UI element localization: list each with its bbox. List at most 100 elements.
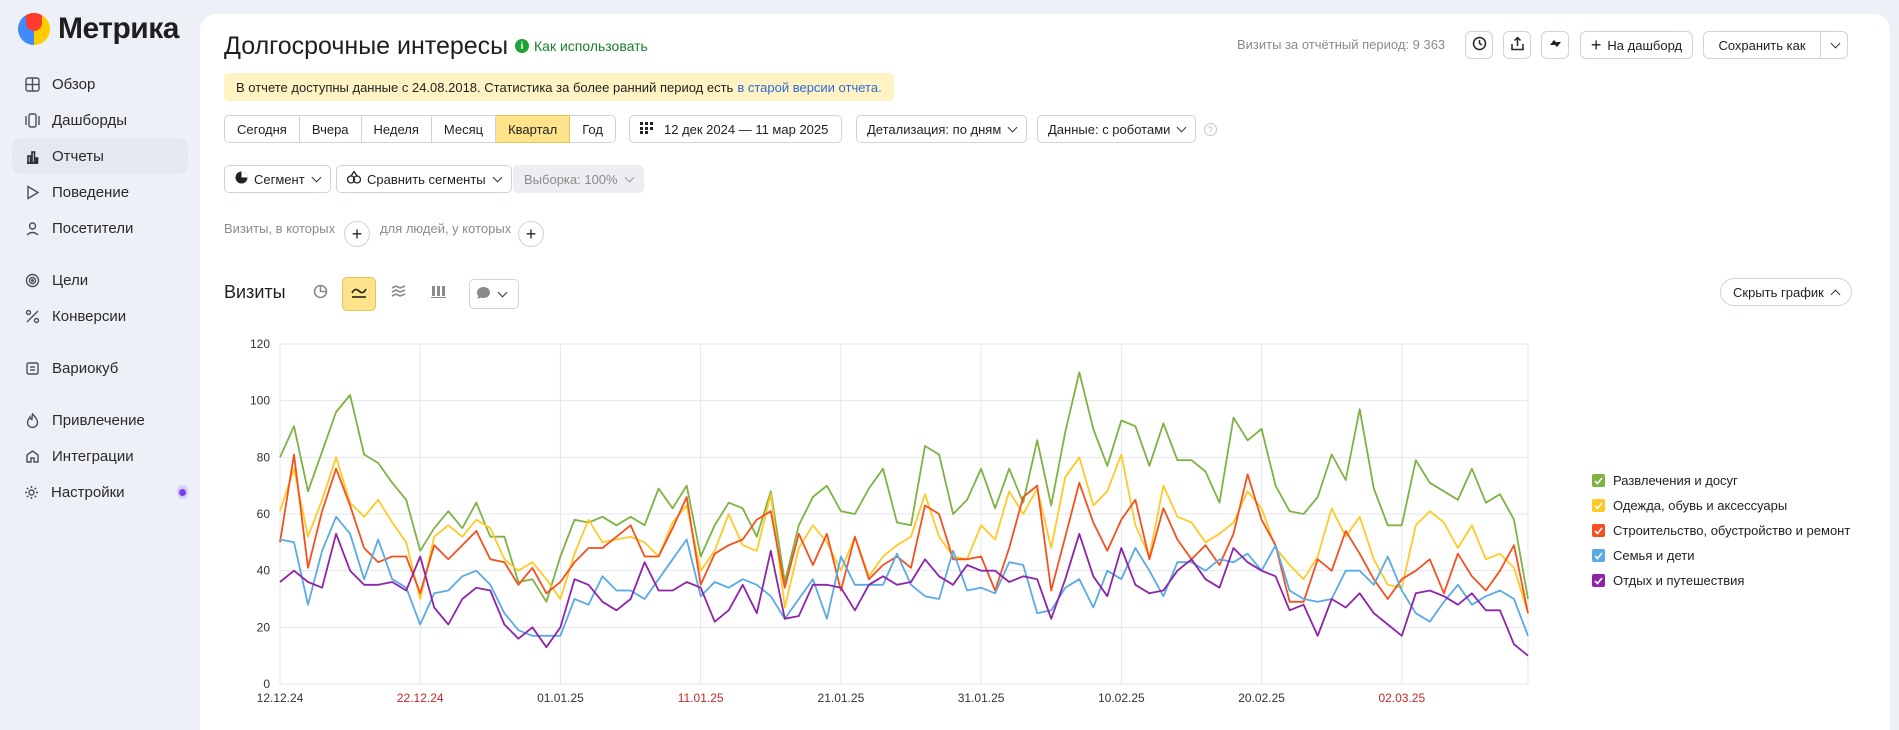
legend-label: Одежда, обувь и аксессуары bbox=[1613, 498, 1788, 513]
checkbox-icon bbox=[1592, 499, 1605, 512]
sidebar-item-overview[interactable]: Обзор bbox=[12, 66, 188, 102]
compare-label: Сравнить сегменты bbox=[367, 171, 486, 187]
x-tick-label: 22.12.24 bbox=[397, 691, 444, 705]
segment-dropdown[interactable]: Сегмент bbox=[224, 165, 331, 193]
bar-chart-type-button[interactable] bbox=[422, 278, 454, 310]
x-tick-label: 10.02.25 bbox=[1098, 691, 1145, 705]
x-tick-label: 01.01.25 bbox=[537, 691, 584, 705]
legend-item[interactable]: Семья и дети bbox=[1592, 543, 1850, 568]
y-tick-label: 40 bbox=[257, 564, 271, 578]
how-to-use-link[interactable]: i Как использовать bbox=[515, 38, 648, 54]
sample-label: Выборка: 100% bbox=[524, 171, 618, 187]
add-visit-condition-button[interactable]: + bbox=[344, 221, 370, 247]
y-tick-label: 20 bbox=[257, 620, 271, 634]
app-name: Метрика bbox=[58, 12, 179, 45]
period-month[interactable]: Месяц bbox=[431, 115, 497, 143]
sidebar-item-label: Отчеты bbox=[52, 147, 104, 165]
x-tick-label: 31.01.25 bbox=[958, 691, 1005, 705]
target-icon bbox=[24, 272, 40, 288]
gear-icon bbox=[24, 484, 39, 500]
sidebar-nav: Обзор Дашборды Отчеты Поведение Посетите… bbox=[12, 66, 188, 510]
export-button[interactable] bbox=[1503, 31, 1531, 59]
add-to-dashboard-button[interactable]: + На дашборд bbox=[1580, 31, 1693, 59]
notification-badge bbox=[176, 485, 188, 499]
segment-label: Сегмент bbox=[254, 171, 305, 187]
sidebar-item-integrations[interactable]: Интеграции bbox=[12, 438, 188, 474]
checkbox-icon bbox=[1592, 474, 1605, 487]
clock-icon bbox=[1472, 36, 1487, 54]
add-dashboard-label: На дашборд bbox=[1607, 37, 1683, 53]
history-button[interactable] bbox=[1465, 31, 1493, 59]
legend-label: Развлечения и досуг bbox=[1613, 473, 1738, 488]
plus-icon: + bbox=[525, 223, 537, 244]
period-year[interactable]: Год bbox=[570, 115, 616, 143]
detail-dropdown[interactable]: Детализация: по дням bbox=[856, 115, 1028, 143]
hide-chart-button[interactable]: Скрыть график bbox=[1720, 278, 1852, 306]
sidebar-item-label: Интеграции bbox=[52, 447, 134, 465]
series-line-4 bbox=[279, 532, 1529, 657]
compare-icon bbox=[346, 170, 362, 187]
logo[interactable]: Метрика bbox=[18, 12, 179, 46]
date-range-picker[interactable]: 12 дек 2024 — 11 мар 2025 bbox=[629, 115, 842, 143]
main-panel: Долгосрочные интересы i Как использовать… bbox=[200, 14, 1890, 730]
sidebar-item-goals[interactable]: Цели bbox=[12, 262, 188, 298]
sidebar-item-reports[interactable]: Отчеты bbox=[12, 138, 188, 174]
sidebar-item-settings[interactable]: Настройки bbox=[12, 474, 188, 510]
comment-icon bbox=[476, 286, 491, 303]
line-chart-type-button[interactable] bbox=[342, 277, 376, 311]
sidebar-item-variocube[interactable]: Вариокуб bbox=[12, 350, 188, 386]
old-version-link[interactable]: в старой версии отчета. bbox=[737, 79, 882, 95]
data-robots-dropdown[interactable]: Данные: с роботами bbox=[1037, 115, 1197, 143]
cube-icon bbox=[24, 360, 40, 376]
y-tick-label: 0 bbox=[263, 677, 270, 691]
sidebar-item-label: Дашборды bbox=[52, 111, 127, 129]
sidebar-item-acquisition[interactable]: Привлечение bbox=[12, 402, 188, 438]
save-as-button[interactable]: Сохранить как bbox=[1703, 31, 1821, 59]
x-tick-label: 11.01.25 bbox=[678, 691, 724, 705]
series-line-3 bbox=[279, 515, 1529, 637]
period-week[interactable]: Неделя bbox=[361, 115, 432, 143]
annotations-dropdown[interactable] bbox=[469, 279, 519, 309]
sidebar-item-conversions[interactable]: Конверсии bbox=[12, 298, 188, 334]
people-condition-label: для людей, у которых bbox=[380, 221, 512, 236]
sidebar-item-label: Поведение bbox=[52, 183, 130, 201]
area-chart-type-button[interactable] bbox=[382, 278, 414, 310]
period-today[interactable]: Сегодня bbox=[224, 115, 300, 143]
sidebar-item-dashboards[interactable]: Дашборды bbox=[12, 102, 188, 138]
legend-item[interactable]: Строительство, обустройство и ремонт bbox=[1592, 518, 1850, 543]
hide-chart-label: Скрыть график bbox=[1733, 284, 1824, 300]
help-icon[interactable]: ? bbox=[1204, 123, 1217, 136]
period-quarter[interactable]: Квартал bbox=[496, 115, 571, 143]
sidebar-item-visitors[interactable]: Посетители bbox=[12, 210, 188, 246]
pie-chart-type-button[interactable] bbox=[304, 278, 336, 310]
y-tick-label: 60 bbox=[257, 507, 271, 521]
x-tick-label: 21.01.25 bbox=[818, 691, 865, 705]
legend-label: Строительство, обустройство и ремонт bbox=[1613, 523, 1851, 538]
sidebar-item-label: Вариокуб bbox=[52, 359, 119, 377]
visits-condition-label: Визиты, в которых bbox=[224, 221, 336, 236]
calendar-icon bbox=[640, 121, 654, 137]
compare-segments-dropdown[interactable]: Сравнить сегменты bbox=[336, 165, 512, 193]
add-people-condition-button[interactable]: + bbox=[518, 221, 544, 247]
x-tick-label: 12.12.24 bbox=[257, 691, 304, 705]
how-to-use-label: Как использовать bbox=[534, 38, 648, 54]
series-line-1 bbox=[279, 453, 1529, 614]
legend-item[interactable]: Отдых и путешествия bbox=[1592, 568, 1850, 593]
save-as-dropdown[interactable] bbox=[1820, 31, 1848, 59]
sidebar-item-label: Цели bbox=[52, 271, 89, 289]
info-icon: i bbox=[515, 39, 529, 53]
y-tick-label: 100 bbox=[250, 394, 270, 408]
line-chart-icon bbox=[351, 285, 367, 303]
legend-item[interactable]: Одежда, обувь и аксессуары bbox=[1592, 493, 1850, 518]
period-yesterday[interactable]: Вчера bbox=[299, 115, 362, 143]
sidebar-item-label: Конверсии bbox=[52, 307, 127, 325]
plus-icon: + bbox=[1590, 35, 1602, 55]
sidebar-item-behavior[interactable]: Поведение bbox=[12, 174, 188, 210]
checkbox-icon bbox=[1592, 549, 1605, 562]
sidebar: Метрика Обзор Дашборды Отчеты Поведение … bbox=[0, 0, 200, 730]
metrika-logo-icon bbox=[18, 13, 50, 45]
sample-dropdown[interactable]: Выборка: 100% bbox=[513, 165, 644, 193]
legend-item[interactable]: Развлечения и досуг bbox=[1592, 468, 1850, 493]
grid-icon bbox=[24, 76, 40, 92]
api-button[interactable] bbox=[1541, 31, 1569, 59]
